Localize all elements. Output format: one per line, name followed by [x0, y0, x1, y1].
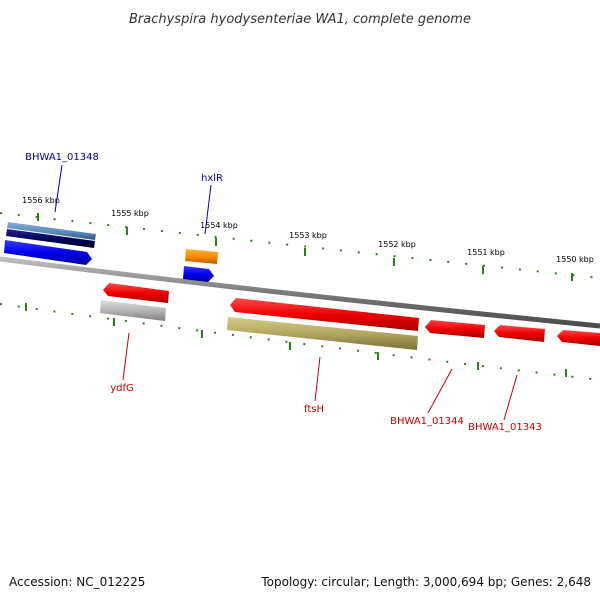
- label-leader: [122, 332, 130, 381]
- gene-ftsh-arrow[interactable]: [230, 298, 419, 331]
- genome-backbone: [0, 256, 600, 329]
- label-leader: [314, 356, 321, 402]
- outer-tick-track: [0, 212, 600, 279]
- gene-label-hxlr[interactable]: hxlR: [201, 173, 223, 184]
- label-leader: [427, 368, 453, 414]
- gene-label-bhwa1-01343[interactable]: BHWA1_01343: [468, 422, 542, 433]
- gene-label-bhwa1-01348[interactable]: BHWA1_01348: [25, 152, 99, 163]
- gene-bhwa1-01348-arrow[interactable]: [4, 240, 92, 265]
- map-title: Brachyspira hyodysenteriae WA1, complete…: [129, 12, 471, 27]
- gene-ydfg-gray[interactable]: [100, 300, 166, 321]
- tick-label: 1554 kbp: [200, 221, 238, 230]
- gene-bhwa1-01344-arrow[interactable]: [425, 320, 485, 338]
- gene-bhwa1-01348-navy[interactable]: [6, 229, 95, 248]
- gene-hxlr-orange[interactable]: [185, 249, 218, 264]
- tick-label: 1550 kbp: [556, 255, 594, 264]
- accession-text: Accession: NC_012225: [9, 575, 145, 589]
- gene-bhwa1-01348-steel[interactable]: [7, 222, 96, 240]
- tick-label: 1556 kbp: [22, 196, 60, 205]
- genome-summary-text: Topology: circular; Length: 3,000,694 bp…: [260, 575, 591, 589]
- inner-major-ticks: [25, 303, 567, 377]
- tick-label: 1553 kbp: [289, 231, 327, 240]
- label-leader: [204, 184, 212, 235]
- gene-partial-arrow[interactable]: [557, 330, 600, 346]
- tick-label: 1555 kbp: [111, 209, 149, 218]
- major-ticks: [37, 213, 573, 281]
- gene-ydfg-arrow[interactable]: [103, 283, 169, 303]
- gene-bhwa1-01343-arrow[interactable]: [494, 325, 545, 342]
- label-leader: [54, 164, 63, 213]
- gene-label-ftsh[interactable]: ftsH: [304, 404, 324, 415]
- label-leader: [503, 374, 518, 421]
- tick-label: 1551 kbp: [467, 248, 505, 257]
- gene-hxlr-arrow[interactable]: [183, 266, 214, 282]
- gene-label-bhwa1-01344[interactable]: BHWA1_01344: [390, 416, 464, 427]
- gene-label-ydfg[interactable]: ydfG: [110, 383, 134, 394]
- tick-label: 1552 kbp: [378, 240, 416, 249]
- gene-ftsh-olive[interactable]: [227, 317, 418, 350]
